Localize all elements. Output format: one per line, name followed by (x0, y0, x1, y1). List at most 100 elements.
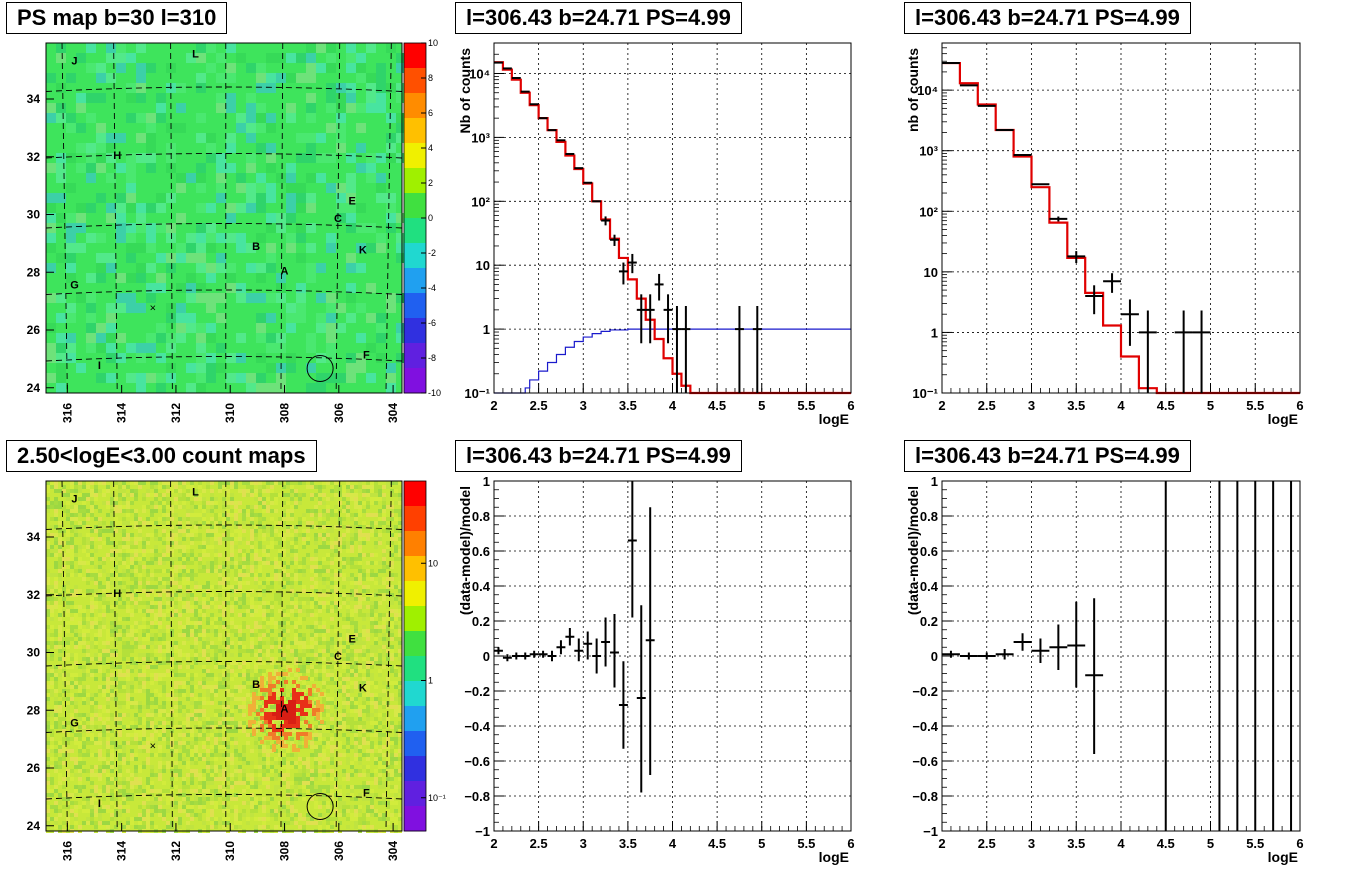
map-pixel (326, 589, 330, 593)
map-pixel (126, 617, 130, 621)
map-pixel (250, 541, 254, 545)
map-pixel (94, 569, 98, 573)
map-pixel (386, 517, 390, 521)
map-pixel (242, 601, 246, 605)
map-pixel (394, 625, 398, 629)
map-pixel (338, 625, 342, 629)
map-pixel (350, 573, 354, 577)
map-pixel (166, 233, 176, 243)
map-pixel (74, 545, 78, 549)
map-pixel (190, 637, 194, 641)
map-pixel (142, 665, 146, 669)
source-circle (306, 355, 334, 382)
map-pixel (174, 649, 178, 653)
map-pixel (354, 665, 358, 669)
map-pixel (78, 721, 82, 725)
map-pixel (82, 581, 86, 585)
map-pixel (306, 203, 316, 213)
source-label: H (113, 150, 121, 162)
map-pixel (246, 565, 250, 569)
source-label: A (281, 266, 289, 278)
map-pixel (314, 633, 318, 637)
map-pixel (210, 657, 214, 661)
map-pixel (76, 243, 86, 253)
map-pixel (326, 585, 330, 589)
map-pixel (118, 617, 122, 621)
map-pixel (114, 489, 118, 493)
map-pixel (70, 713, 74, 717)
map-pixel (370, 485, 374, 489)
map-pixel (66, 649, 70, 653)
map-pixel (266, 163, 276, 173)
map-pixel (338, 681, 342, 685)
map-pixel (78, 573, 82, 577)
map-pixel (278, 625, 282, 629)
map-pixel (302, 549, 306, 553)
map-pixel (58, 701, 62, 705)
map-pixel (350, 745, 354, 749)
map-pixel (158, 501, 162, 505)
map-pixel (278, 589, 282, 593)
map-pixel (54, 705, 58, 709)
map-pixel (306, 243, 316, 253)
map-pixel (366, 53, 376, 63)
map-pixel (318, 609, 322, 613)
map-pixel (178, 665, 182, 669)
map-pixel (50, 489, 54, 493)
map-pixel (202, 733, 206, 737)
map-pixel (118, 605, 122, 609)
map-pixel (326, 323, 336, 333)
map-pixel (182, 557, 186, 561)
map-pixel (354, 609, 358, 613)
map-pixel (94, 633, 98, 637)
map-pixel (156, 203, 166, 213)
map-pixel (206, 581, 210, 585)
map-pixel (342, 493, 346, 497)
map-pixel (186, 597, 190, 601)
map-pixel (194, 701, 198, 705)
map-pixel (106, 93, 116, 103)
map-pixel (106, 333, 116, 343)
map-pixel (130, 557, 134, 561)
map-pixel (186, 721, 190, 725)
map-pixel (358, 601, 362, 605)
map-pixel (226, 223, 236, 233)
map-pixel (162, 685, 166, 689)
map-pixel (178, 517, 182, 521)
map-pixel (326, 73, 336, 83)
map-pixel (298, 557, 302, 561)
map-pixel (386, 685, 390, 689)
map-pixel (126, 517, 130, 521)
map-pixel (226, 481, 230, 485)
map-pixel (98, 713, 102, 717)
map-pixel (394, 557, 398, 561)
map-pixel (62, 637, 66, 641)
map-pixel (376, 73, 386, 83)
map-pixel (322, 669, 326, 673)
map-pixel (74, 733, 78, 737)
map-pixel (56, 193, 66, 203)
map-pixel (306, 263, 316, 273)
map-pixel (138, 741, 142, 745)
map-pixel (216, 173, 226, 183)
map-pixel (90, 673, 94, 677)
map-pixel (154, 537, 158, 541)
map-pixel (386, 577, 390, 581)
map-pixel (166, 577, 170, 581)
map-pixel (174, 621, 178, 625)
map-pixel (186, 661, 190, 665)
map-pixel (266, 641, 270, 645)
map-pixel (278, 541, 282, 545)
map-pixel (130, 729, 134, 733)
map-pixel (314, 653, 318, 657)
map-pixel (246, 681, 250, 685)
map-pixel (282, 577, 286, 581)
map-pixel (86, 641, 90, 645)
map-pixel (166, 485, 170, 489)
map-pixel (114, 549, 118, 553)
map-pixel (216, 343, 226, 353)
map-pixel (226, 701, 230, 705)
map-pixel (98, 725, 102, 729)
map-y-tick-label: 24 (27, 381, 41, 395)
map-pixel (50, 733, 54, 737)
